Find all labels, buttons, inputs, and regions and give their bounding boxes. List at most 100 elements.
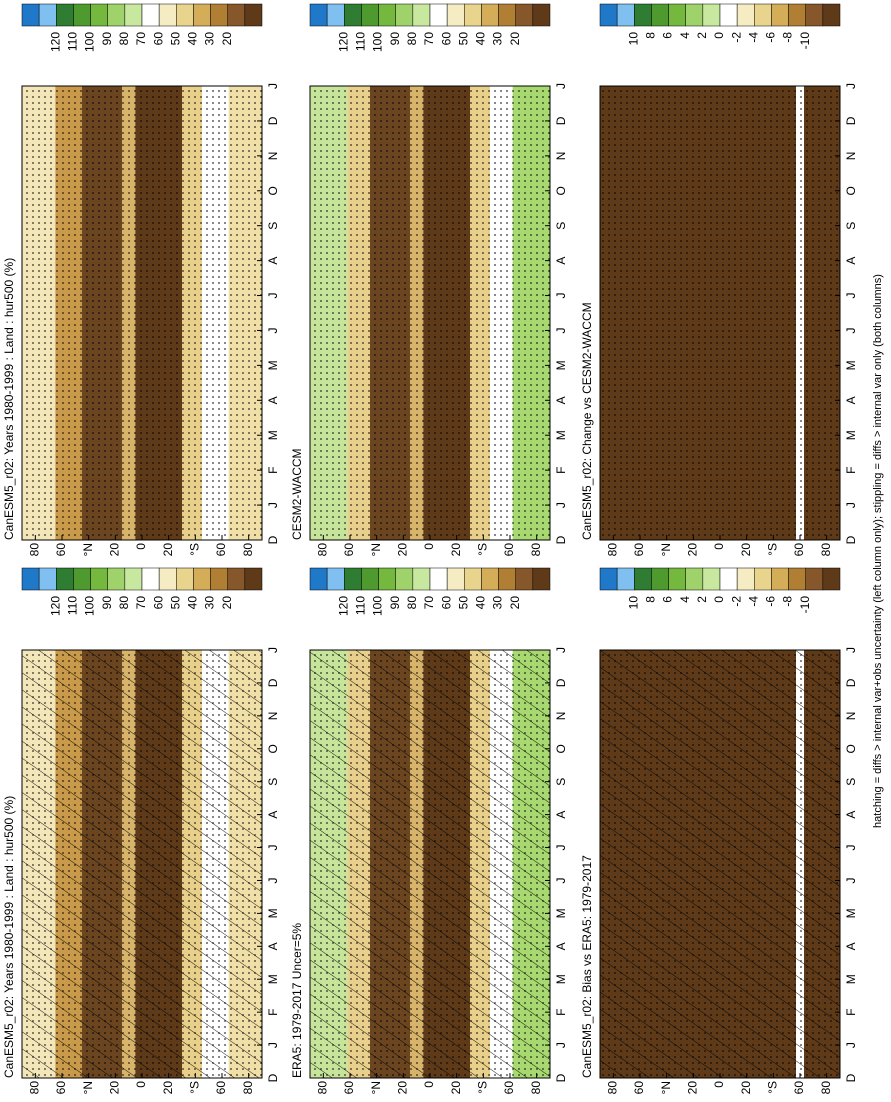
y-tick-label: 0 bbox=[422, 543, 436, 550]
y-tick-label: 80 bbox=[819, 543, 833, 557]
colorbar-segment bbox=[141, 3, 160, 27]
x-tick-label: D bbox=[554, 116, 568, 125]
colorbar-label: 70 bbox=[422, 32, 436, 46]
colorbar-segment bbox=[309, 3, 328, 27]
colorbar-label: -4 bbox=[746, 596, 760, 607]
hatching bbox=[310, 650, 550, 1078]
footnote: hatching = diffs > internal var+obs unce… bbox=[872, 274, 884, 828]
x-tick-label: D bbox=[554, 535, 568, 544]
y-tick-label: °S bbox=[188, 1081, 202, 1094]
x-tick-label: D bbox=[844, 1073, 858, 1082]
colorbar-label: 120 bbox=[336, 32, 350, 52]
colorbar-segment bbox=[73, 567, 91, 591]
colorbar-label: 110 bbox=[66, 596, 80, 615]
y-tick-label: 20 bbox=[449, 543, 463, 557]
x-tick-label: F bbox=[554, 466, 568, 473]
colorbar-label: 110 bbox=[354, 596, 368, 615]
colorbar-segment bbox=[56, 3, 74, 27]
y-tick-label: 20 bbox=[396, 1081, 410, 1095]
colorbar-label: 4 bbox=[678, 596, 692, 603]
colorbar-label: 70 bbox=[134, 596, 148, 610]
y-tick-label: 20 bbox=[161, 543, 175, 557]
colorbar-label: 20 bbox=[508, 596, 522, 610]
x-tick-label: J bbox=[554, 845, 568, 851]
colorbar-segment bbox=[702, 3, 721, 27]
y-tick-label: 60 bbox=[502, 1081, 516, 1095]
stippling bbox=[310, 86, 550, 540]
colorbar-segment bbox=[805, 3, 824, 27]
x-tick-label: A bbox=[266, 942, 280, 950]
y-tick-label: 80 bbox=[819, 1081, 833, 1095]
colorbar-segment bbox=[344, 3, 362, 27]
colorbar-segment bbox=[788, 567, 806, 591]
x-tick-label: F bbox=[266, 466, 280, 473]
colorbar-segment bbox=[107, 567, 126, 591]
x-tick-label: J bbox=[844, 647, 858, 653]
colorbar-label: 40 bbox=[474, 596, 488, 610]
x-tick-label: J bbox=[554, 327, 568, 333]
y-tick-label: 60 bbox=[632, 543, 646, 557]
x-tick-label: J bbox=[844, 83, 858, 89]
colorbar-label: 40 bbox=[186, 32, 200, 46]
x-tick-label: M bbox=[554, 430, 568, 440]
x-tick-label: J bbox=[266, 845, 280, 851]
x-tick-label: O bbox=[554, 186, 568, 195]
x-tick-label: J bbox=[844, 1042, 858, 1048]
y-tick-label: 80 bbox=[28, 1081, 42, 1095]
colorbar-segment bbox=[244, 567, 263, 591]
colorbar-segment bbox=[378, 567, 396, 591]
colorbar-segment bbox=[21, 567, 40, 591]
x-tick-label: S bbox=[266, 778, 280, 786]
y-tick-label: 60 bbox=[214, 1081, 228, 1095]
x-tick-label: O bbox=[266, 186, 280, 195]
colorbar-label: 50 bbox=[456, 596, 470, 610]
colorbar-label: -2 bbox=[729, 596, 743, 607]
colorbar-label: 50 bbox=[168, 32, 182, 46]
x-tick-label: D bbox=[554, 1073, 568, 1082]
y-tick-label: 80 bbox=[529, 543, 543, 557]
colorbar-label: 10 bbox=[626, 596, 640, 610]
y-tick-label: 80 bbox=[606, 1081, 620, 1095]
panel-title: CanESM5_r02: Years 1980-1999 : Land : hu… bbox=[2, 796, 16, 1078]
y-tick-label: 80 bbox=[606, 543, 620, 557]
x-tick-label: D bbox=[266, 678, 280, 687]
y-tick-label: °S bbox=[188, 543, 202, 556]
colorbar-label: 90 bbox=[388, 32, 402, 46]
colorbar-label: 80 bbox=[117, 32, 131, 46]
y-tick-label: °N bbox=[659, 1081, 673, 1094]
colorbar-segment bbox=[446, 567, 465, 591]
x-tick-label: D bbox=[844, 116, 858, 125]
y-tick-label: 0 bbox=[422, 1081, 436, 1088]
x-tick-label: J bbox=[844, 845, 858, 851]
colorbar-segment bbox=[141, 567, 160, 591]
y-tick-label: 20 bbox=[739, 1081, 753, 1095]
colorbar-segment bbox=[309, 567, 328, 591]
colorbar-segment bbox=[210, 3, 228, 27]
y-tick-label: °S bbox=[476, 543, 490, 556]
colorbar-segment bbox=[532, 567, 551, 591]
x-tick-label: O bbox=[844, 744, 858, 753]
y-tick-label: 80 bbox=[28, 543, 42, 557]
x-tick-label: A bbox=[844, 942, 858, 950]
colorbar-segment bbox=[38, 3, 57, 27]
colorbar-label: 110 bbox=[354, 32, 368, 51]
colorbar-label: -10 bbox=[798, 32, 812, 50]
y-tick-label: 60 bbox=[342, 543, 356, 557]
colorbar-segment bbox=[685, 567, 704, 591]
y-tick-label: 80 bbox=[241, 1081, 255, 1095]
y-tick-label: °N bbox=[369, 1081, 383, 1094]
colorbar-label: 4 bbox=[678, 32, 692, 39]
colorbar-label: 40 bbox=[474, 32, 488, 46]
x-tick-label: J bbox=[554, 83, 568, 89]
y-tick-label: 0 bbox=[134, 543, 148, 550]
colorbar-label: 100 bbox=[83, 32, 97, 52]
colorbar-segment bbox=[124, 3, 143, 27]
x-tick-label: D bbox=[554, 678, 568, 687]
panel-title: CanESM5_r02: Bias vs ERA5: 1979-2017 bbox=[580, 855, 594, 1078]
y-tick-label: 20 bbox=[686, 1081, 700, 1095]
x-tick-label: M bbox=[844, 974, 858, 984]
colorbar-segment bbox=[193, 567, 211, 591]
colorbar-segment bbox=[788, 3, 806, 27]
